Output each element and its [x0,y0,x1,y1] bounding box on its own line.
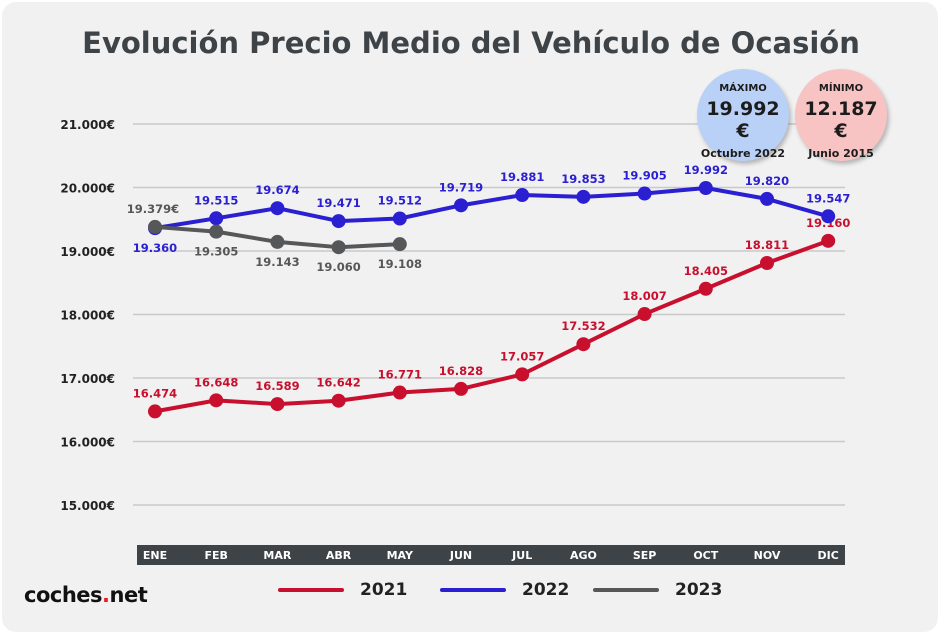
data-label-2021: 16.589 [255,379,299,393]
data-point-2022 [270,201,285,216]
x-tick-label: NOV [754,549,781,562]
data-label-2021: 17.532 [561,319,605,333]
data-label-2021: 17.057 [500,349,544,363]
data-point-2022 [392,211,407,226]
legend-2021: 2021 [278,580,407,600]
x-tick-label: MAY [387,549,414,562]
data-point-2021 [637,307,652,322]
data-label-2021: 18.007 [622,289,666,303]
x-tick-label: OCT [693,549,718,562]
data-point-2021 [515,367,530,382]
x-tick-label: FEB [204,549,227,562]
data-label-2021: 16.642 [316,376,360,390]
data-point-2021 [148,404,162,419]
data-label-2022: 19.719 [439,180,483,194]
legend-swatch-2023 [593,588,659,592]
data-point-2021 [821,233,836,248]
data-label-2022: 19.992 [684,163,728,177]
min-date: Junio 2015 [808,147,874,160]
data-label-2022: 19.512 [378,193,422,207]
cochesnet-logo: coches.net [24,583,148,607]
data-label-2021: 18.405 [684,264,728,278]
data-point-2021 [331,393,346,408]
legend-2023: 2023 [593,580,722,600]
data-point-2021 [270,397,285,412]
data-label-2021: 16.648 [194,375,238,389]
data-label-2021: 16.828 [439,364,483,378]
data-point-2023 [392,237,407,252]
data-point-2021 [760,256,774,271]
y-tick-label: 15.000€ [60,499,115,513]
data-point-2022 [515,188,530,203]
data-label-2022: 19.360 [133,241,177,255]
data-label-2022: 19.853 [561,172,605,186]
max-value: 19.992 € [706,98,780,142]
x-axis-band [137,545,845,565]
data-label-2022: 19.515 [194,193,238,207]
data-label-2021: 16.474 [133,386,177,400]
max-price-badge: MÁXIMO 19.992 € Octubre 2022 [697,69,789,161]
y-tick-label: 16.000€ [60,436,115,450]
data-label-2021: 18.811 [745,238,789,252]
data-point-2022 [698,181,713,196]
data-label-2022: 19.905 [622,169,666,183]
data-point-2023 [270,234,285,249]
data-point-2022 [637,186,652,201]
legend-swatch-2022 [440,588,506,592]
x-tick-label: AGO [570,549,597,562]
legend-swatch-2021 [278,588,344,592]
min-label: MÍNIMO [818,83,864,94]
y-tick-label: 19.000€ [60,245,115,259]
min-value: 12.187 € [804,98,878,142]
max-date: Octubre 2022 [700,147,786,160]
legend-2022: 2022 [440,580,569,600]
data-point-2022 [760,191,774,206]
x-tick-label: DIC [818,549,839,562]
x-tick-label: JUL [511,549,532,562]
data-point-2023 [209,224,224,239]
data-point-2021 [454,381,468,396]
data-label-2022: 19.820 [745,174,789,188]
x-tick-label: SEP [633,549,657,562]
series-line-2021 [154,238,829,414]
data-label-2023: 19.379€ [127,202,179,216]
data-point-2022 [209,211,224,226]
x-tick-label: MAR [263,549,291,562]
data-label-2023: 19.108 [378,257,422,271]
series-line-2022 [154,186,829,231]
data-point-2022 [821,209,836,224]
data-label-2023: 19.143 [255,255,299,269]
data-label-2021: 16.771 [378,368,422,382]
data-label-2022: 19.547 [806,191,850,205]
y-tick-label: 21.000€ [60,118,115,132]
data-point-2023 [148,219,162,234]
data-label-2022: 19.881 [500,170,544,184]
x-tick-label: JUN [449,549,472,562]
data-point-2022 [454,198,468,213]
data-point-2021 [698,281,713,296]
x-tick-label: ENE [143,549,167,562]
chart-title: Evolución Precio Medio del Vehículo de O… [82,26,860,60]
min-price-badge: MÍNIMO 12.187 € Junio 2015 [795,69,887,161]
max-label: MÁXIMO [719,83,767,94]
y-tick-label: 18.000€ [60,309,115,323]
data-point-2021 [392,385,407,400]
data-label-2023: 19.060 [316,260,360,274]
data-point-2021 [209,393,224,408]
data-point-2022 [331,214,346,229]
y-tick-label: 17.000€ [60,372,115,386]
data-point-2021 [576,337,591,352]
data-point-2022 [576,189,591,204]
data-label-2022: 19.674 [255,183,299,197]
data-point-2023 [331,240,346,255]
data-label-2023: 19.305 [194,245,238,259]
data-label-2022: 19.471 [316,196,360,210]
y-tick-label: 20.000€ [60,182,115,196]
x-tick-label: ABR [326,549,352,562]
